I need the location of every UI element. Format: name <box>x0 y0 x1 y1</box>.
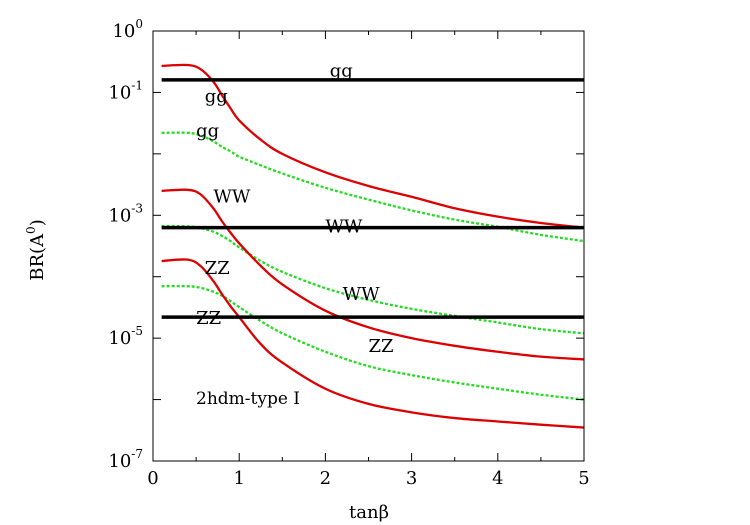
series-ww-green <box>161 224 585 335</box>
series-gg-red <box>161 63 585 229</box>
curve-label-gg: gg <box>205 86 228 107</box>
y-axis-label: BR(A0) <box>24 219 48 280</box>
curve-label-ww: WW <box>325 217 363 238</box>
series-ww-red <box>161 188 585 361</box>
curve-label-zz: ZZ <box>205 258 230 279</box>
curve-label-ww: WW <box>213 187 251 208</box>
series-layer <box>161 63 585 429</box>
x-axis-label: tanβ <box>349 502 389 523</box>
x-tick-label: 2 <box>320 468 331 489</box>
curve-label-gg: gg <box>196 121 219 142</box>
series-zz-green <box>161 284 585 401</box>
y-axis-label-text: BR(A0) <box>24 219 48 280</box>
curve-label-gg: gg <box>330 61 353 82</box>
y-tick-label: 10-1 <box>108 78 143 103</box>
x-tick-label: 3 <box>406 468 417 489</box>
axes: 0 1 2 3 4 5 100 10-1 10-3 10-5 10-7 <box>108 17 589 489</box>
curve-labels: gg gg gg WW WW ZZ WW ZZ ZZ <box>196 61 393 357</box>
x-tick-label: 5 <box>578 468 589 489</box>
x-tick-label: 1 <box>233 468 244 489</box>
y-tick-label: 10-5 <box>108 324 143 349</box>
curve-label-zz: ZZ <box>369 336 394 357</box>
y-tick-label: 10-7 <box>108 447 143 472</box>
x-tick-label: 0 <box>147 468 158 489</box>
y-tick-label: 10-3 <box>108 201 143 226</box>
y-tick-label: 100 <box>112 17 143 42</box>
series-zz-red <box>161 258 585 429</box>
curve-label-zz: ZZ <box>196 308 221 329</box>
model-annotation: 2hdm-type I <box>196 389 300 409</box>
x-tick-label: 4 <box>492 468 503 489</box>
series-gg-green <box>161 131 585 243</box>
curve-label-ww: WW <box>343 284 381 305</box>
